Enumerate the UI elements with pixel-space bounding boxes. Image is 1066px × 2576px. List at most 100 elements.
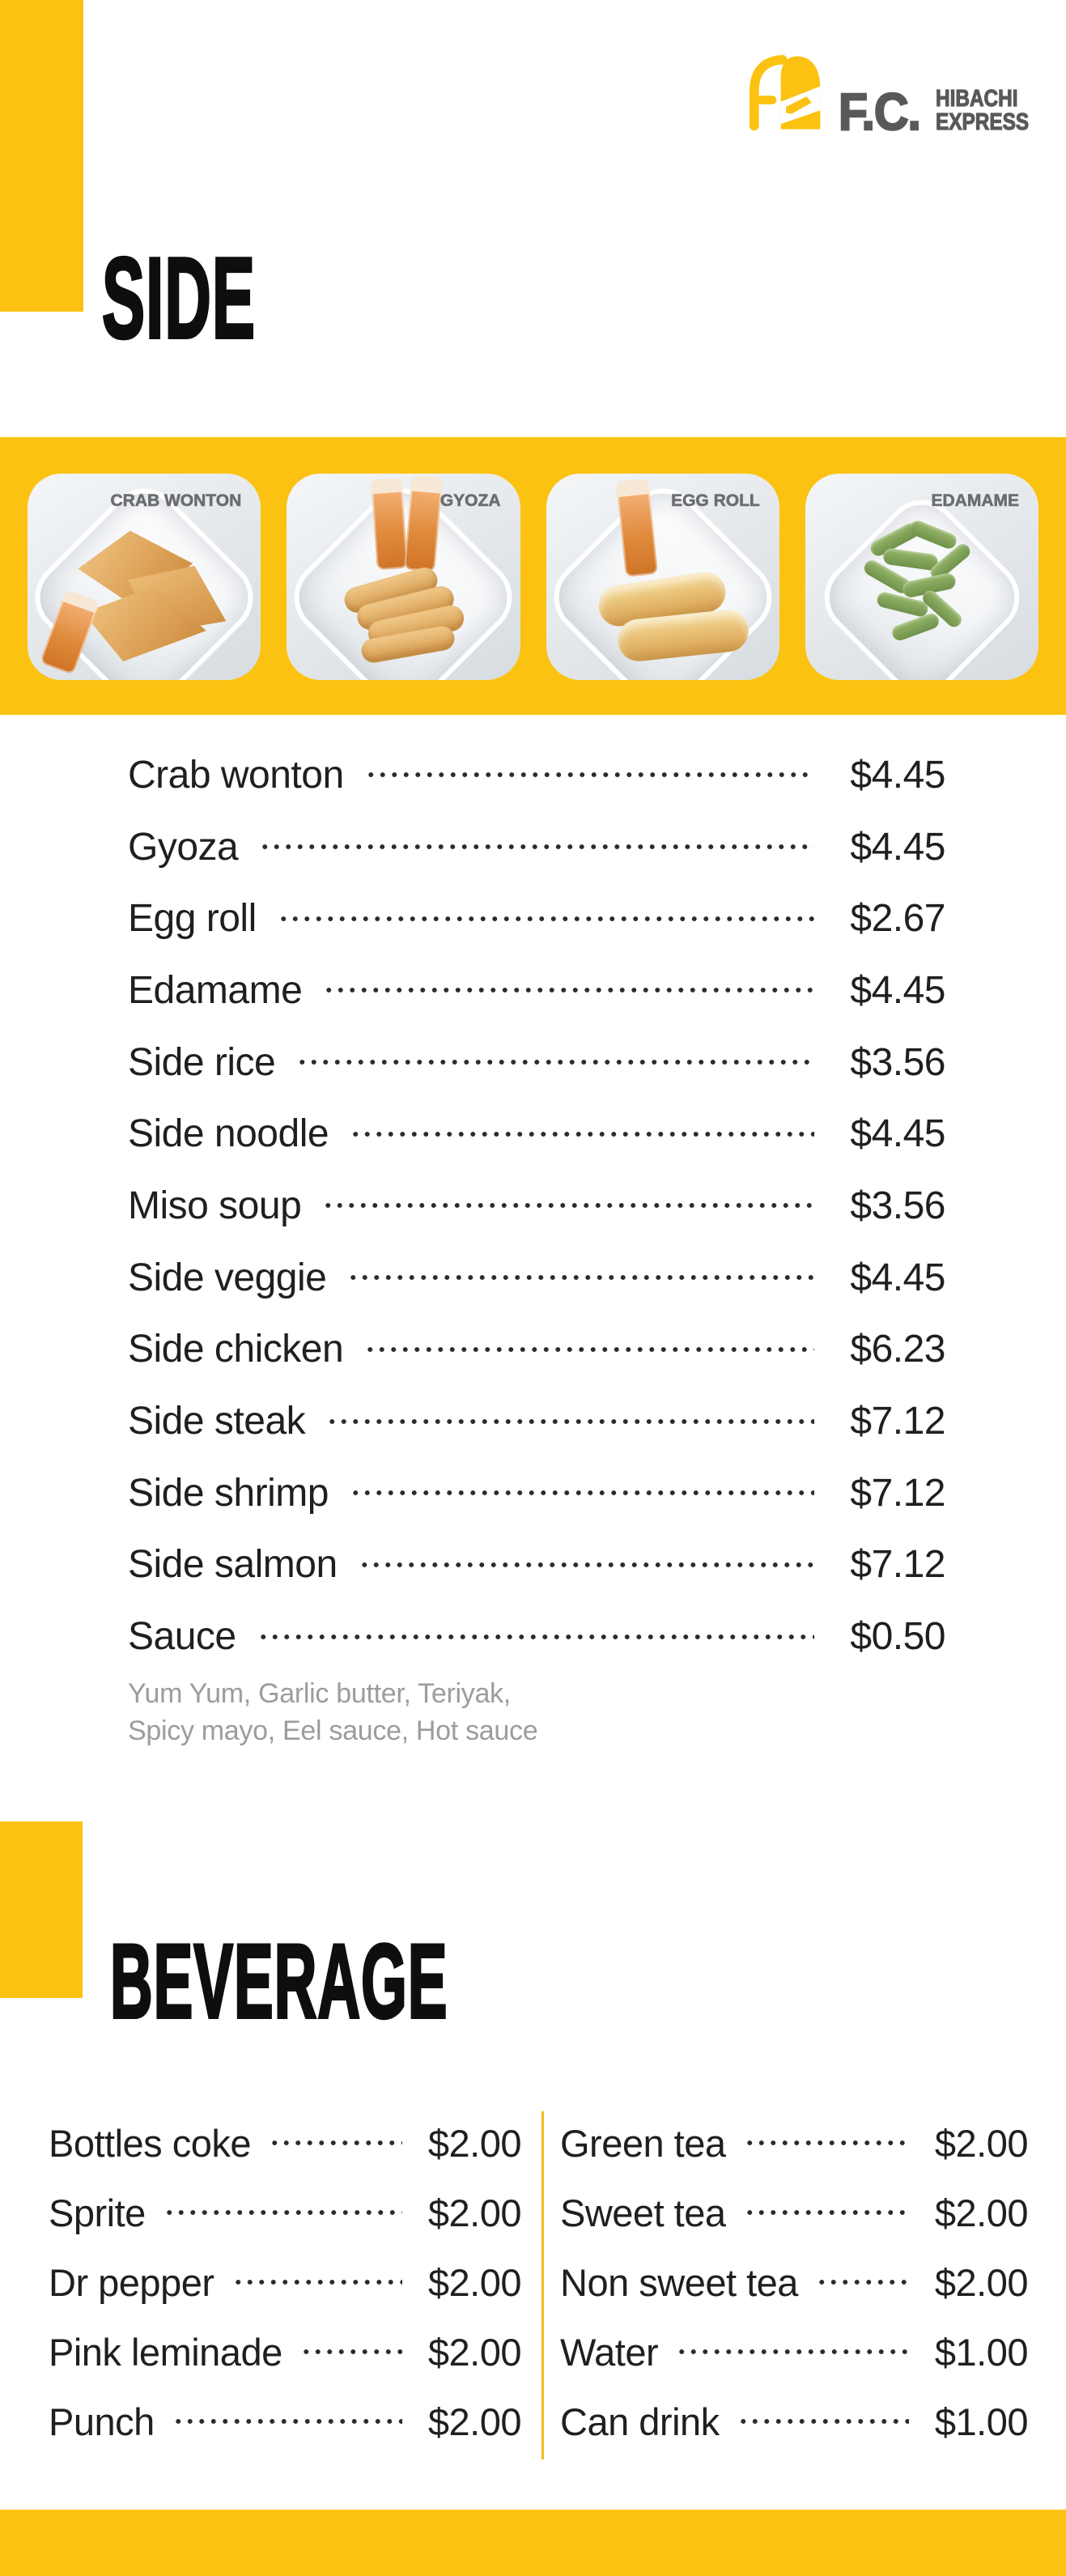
photo-card-gyoza: GYOZA (287, 474, 520, 680)
item-name: Non sweet tea (560, 2260, 798, 2304)
side-accent-bar (0, 0, 83, 312)
photo-band: CRAB WONTON GYOZA EGG ROLL EDAMAME (0, 437, 1066, 715)
beverage-list-right: Green tea $2.00 Sweet tea $2.00 Non swee… (560, 2108, 1029, 2456)
item-price: $0.50 (850, 1615, 945, 1659)
item-name: Crab wonton (128, 753, 344, 797)
menu-item-row: Side veggie $4.45 (128, 1242, 945, 1314)
dot-leader (231, 2263, 402, 2302)
item-price: $2.00 (427, 2260, 522, 2304)
side-item-list: Crab wonton $4.45 Gyoza $4.45 Egg roll $… (128, 739, 945, 1673)
item-price: $2.67 (850, 897, 945, 941)
item-price: $2.00 (934, 2191, 1029, 2234)
dot-leader (257, 1617, 815, 1656)
dot-leader (326, 1401, 815, 1441)
item-name: Can drink (560, 2400, 720, 2443)
item-name: Side steak (128, 1400, 306, 1443)
dot-leader (277, 899, 815, 938)
beverage-list-left: Bottles coke $2.00 Sprite $2.00 Dr peppe… (49, 2108, 522, 2456)
dot-leader (299, 2332, 402, 2371)
menu-item-row: Dr pepper $2.00 (49, 2247, 522, 2317)
item-name: Side rice (128, 1040, 276, 1084)
item-name: Sweet tea (560, 2191, 726, 2234)
side-section-title: SIDE (101, 234, 257, 363)
brand-icon (749, 54, 821, 131)
item-price: $2.00 (427, 2121, 522, 2165)
dot-leader (676, 2332, 909, 2371)
item-name: Side noodle (128, 1112, 329, 1156)
item-price: $4.45 (850, 968, 945, 1012)
dot-leader (743, 2193, 909, 2232)
menu-item-row: Side steak $7.12 (128, 1385, 945, 1457)
item-price: $2.00 (934, 2260, 1029, 2304)
menu-item-row: Water $1.00 (560, 2317, 1029, 2387)
item-name: Punch (49, 2400, 155, 2443)
dot-leader (737, 2402, 909, 2441)
dot-leader (743, 2123, 909, 2162)
item-name: Side salmon (128, 1543, 338, 1587)
menu-item-row: Side rice $3.56 (128, 1027, 945, 1099)
brand-tagline-line2: EXPRESS (935, 109, 1029, 135)
dot-leader (172, 2402, 402, 2441)
sauce-note-line2: Spicy mayo, Eel sauce, Hot sauce (128, 1715, 538, 1746)
photo-card-crab-wonton: CRAB WONTON (28, 474, 261, 680)
item-name: Dr pepper (49, 2260, 214, 2304)
menu-item-row: Side salmon $7.12 (128, 1529, 945, 1601)
menu-item-row: Miso soup $3.56 (128, 1170, 945, 1242)
brand-tagline-line1: HIBACHI (935, 86, 1018, 112)
item-price: $1.00 (934, 2330, 1029, 2374)
dot-leader (347, 1258, 815, 1298)
beverage-accent-bar (0, 1821, 83, 1998)
sauce-note-line1: Yum Yum, Garlic butter, Teriyak, (128, 1678, 511, 1709)
item-name: Side veggie (128, 1256, 327, 1299)
item-price: $7.12 (850, 1400, 945, 1443)
item-price: $2.00 (427, 2191, 522, 2234)
menu-item-row: Punch $2.00 (49, 2387, 522, 2456)
dot-leader (323, 971, 815, 1010)
item-name: Side shrimp (128, 1471, 329, 1515)
item-name: Side chicken (128, 1328, 344, 1371)
menu-item-row: Side shrimp $7.12 (128, 1457, 945, 1529)
item-name: Pink leminade (49, 2330, 282, 2374)
menu-item-row: Pink leminade $2.00 (49, 2317, 522, 2387)
photo-card-egg-roll: EGG ROLL (546, 474, 779, 680)
item-price: $4.45 (850, 753, 945, 797)
item-name: Bottles coke (49, 2121, 252, 2165)
dot-leader (163, 2193, 402, 2232)
item-price: $1.00 (934, 2400, 1029, 2443)
item-name: Gyoza (128, 825, 239, 869)
menu-item-row: Side noodle $4.45 (128, 1098, 945, 1170)
item-name: Edamame (128, 968, 303, 1012)
menu-item-row: Side chicken $6.23 (128, 1314, 945, 1386)
menu-item-row: Sprite $2.00 (49, 2178, 522, 2247)
item-name: Water (560, 2330, 659, 2374)
item-price: $3.56 (850, 1184, 945, 1227)
dot-leader (296, 1043, 815, 1082)
menu-item-row: Crab wonton $4.45 (128, 739, 945, 811)
photo-card-edamame: EDAMAME (805, 474, 1038, 680)
dot-leader (815, 2263, 909, 2302)
item-price: $4.45 (850, 1112, 945, 1156)
dot-leader (364, 755, 815, 795)
menu-item-row: Edamame $4.45 (128, 954, 945, 1027)
dot-leader (358, 1545, 815, 1584)
item-name: Sprite (49, 2191, 146, 2234)
menu-item-row: Egg roll $2.67 (128, 882, 945, 954)
photo-label: EDAMAME (931, 491, 1019, 511)
dot-leader (350, 1114, 815, 1154)
item-name: Green tea (560, 2121, 726, 2165)
brand-tagline: HIBACHI EXPRESS (935, 86, 1029, 135)
item-name: Egg roll (128, 897, 257, 941)
brand-logo: F.C. HIBACHI EXPRESS (743, 50, 1047, 138)
menu-item-row: Bottles coke $2.00 (49, 2108, 522, 2178)
dot-leader (269, 2123, 402, 2162)
dot-leader (259, 827, 815, 867)
item-price: $3.56 (850, 1040, 945, 1084)
dot-leader (322, 1186, 815, 1226)
item-price: $6.23 (850, 1328, 945, 1371)
beverage-section-title: BEVERAGE (109, 1922, 448, 2040)
menu-item-row: Gyoza $4.45 (128, 811, 945, 883)
item-price: $2.00 (934, 2121, 1029, 2165)
photo-label: CRAB WONTON (110, 491, 242, 511)
item-price: $7.12 (850, 1471, 945, 1515)
